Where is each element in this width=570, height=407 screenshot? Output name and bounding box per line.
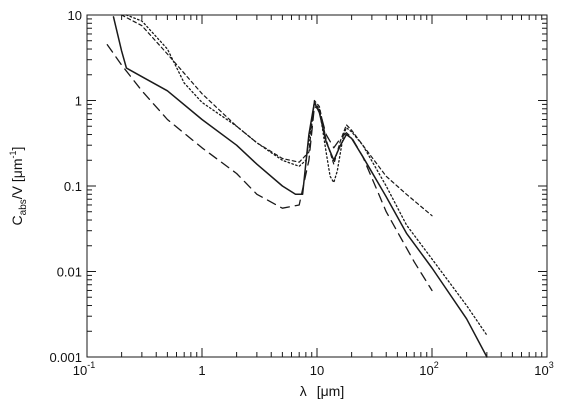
x-tick-label: 1	[198, 363, 205, 378]
y-axis-sub: abs	[18, 199, 29, 215]
x-tick-base: 10	[73, 363, 87, 378]
y-axis-title: Cabs/V [μm-1]	[8, 147, 29, 226]
y-axis-base: C	[9, 215, 25, 225]
y-tick-label: 0.001	[49, 350, 82, 365]
plot-border	[86, 14, 548, 358]
x-tick-label: 103	[534, 360, 553, 378]
plot-frame	[86, 14, 548, 358]
x-tick-base: 10	[419, 363, 433, 378]
series-line-dotted	[125, 14, 488, 336]
x-axis-unit: μm	[321, 383, 341, 399]
x-axis-title: λ [μm]	[300, 383, 344, 399]
x-axis-unit-open: [	[317, 383, 321, 399]
y-axis-close: ]	[9, 147, 25, 151]
x-tick-label: 10	[310, 363, 324, 378]
x-axis-unit-close: ]	[340, 383, 344, 399]
x-tick-base: 10	[534, 363, 548, 378]
x-tick-exp: -1	[87, 360, 95, 370]
y-axis-rest: /V [μm	[9, 158, 25, 199]
x-tick-label: 10-1	[73, 360, 95, 378]
series-line-dashed	[106, 44, 433, 292]
y-axis-sup: -1	[8, 150, 18, 158]
series-layer	[106, 14, 488, 358]
series-line-solid	[112, 16, 488, 358]
x-tick-exp: 2	[434, 360, 439, 370]
series-line-short-dashed	[121, 14, 433, 217]
x-tick-label: 102	[419, 360, 438, 378]
y-tick-label: 1	[75, 94, 82, 109]
y-tick-label: 0.01	[57, 265, 82, 280]
x-tick-exp: 3	[549, 360, 554, 370]
y-tick-label: 10	[68, 8, 82, 23]
x-tick-base: 10	[310, 363, 324, 378]
axis-ticks	[86, 15, 547, 358]
y-tick-label: 0.1	[64, 179, 82, 194]
x-axis-symbol: λ	[300, 383, 307, 399]
x-tick-base: 1	[198, 363, 205, 378]
